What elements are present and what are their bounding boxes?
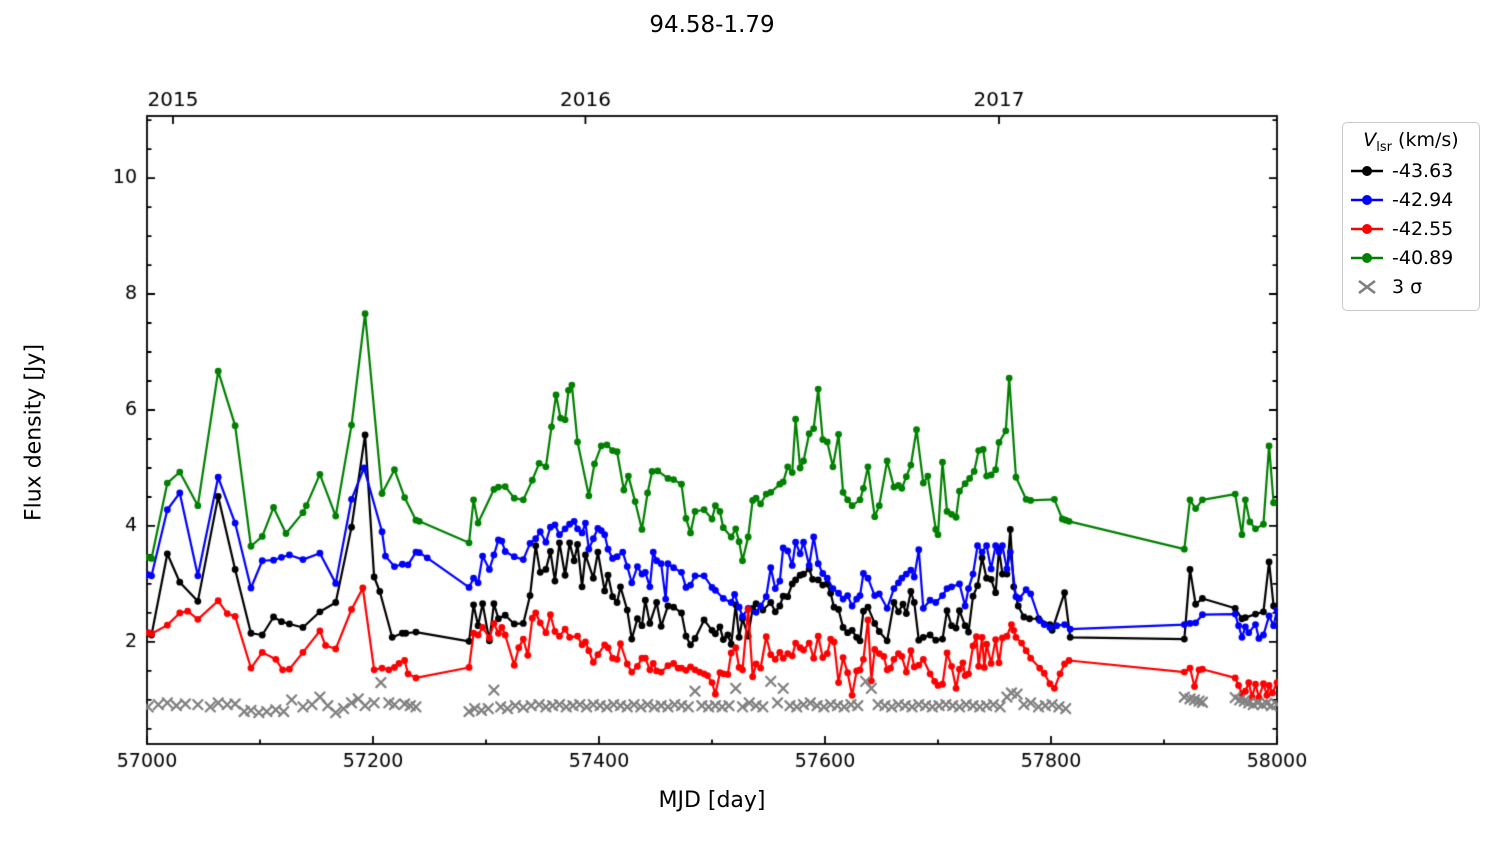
line-circle-marker-icon [1351,166,1383,177]
x-marker-icon [1358,280,1376,295]
legend-entry-label: -40.89 [1392,247,1454,270]
legend-title: Vlsr (km/s) [1363,129,1459,155]
legend-entry--40-89: -40.89 [1351,244,1471,273]
line-circle-marker-icon [1351,224,1383,235]
x-axis-label: MJD [day] [658,788,766,813]
y-axis-label: Flux density [Jy] [21,343,47,522]
legend-entry-3-: 3 σ [1351,273,1471,302]
legend-entry--42-55: -42.55 [1351,215,1471,244]
page-title: 94.58-1.79 [649,12,775,38]
legend-entry-label: -42.94 [1392,189,1454,212]
legend-entry-label: -43.63 [1392,160,1454,183]
legend-entry--42-94: -42.94 [1351,186,1471,215]
legend-entry-label: -42.55 [1392,218,1454,241]
line-circle-marker-icon [1351,195,1383,206]
line-circle-marker-icon [1351,253,1383,264]
legend-entry--43-63: -43.63 [1351,157,1471,186]
legend-entry-label: 3 σ [1392,276,1423,299]
legend: Vlsr (km/s) -43.63 -42.94 -42.55 -40.89 3 σ [1342,122,1480,311]
